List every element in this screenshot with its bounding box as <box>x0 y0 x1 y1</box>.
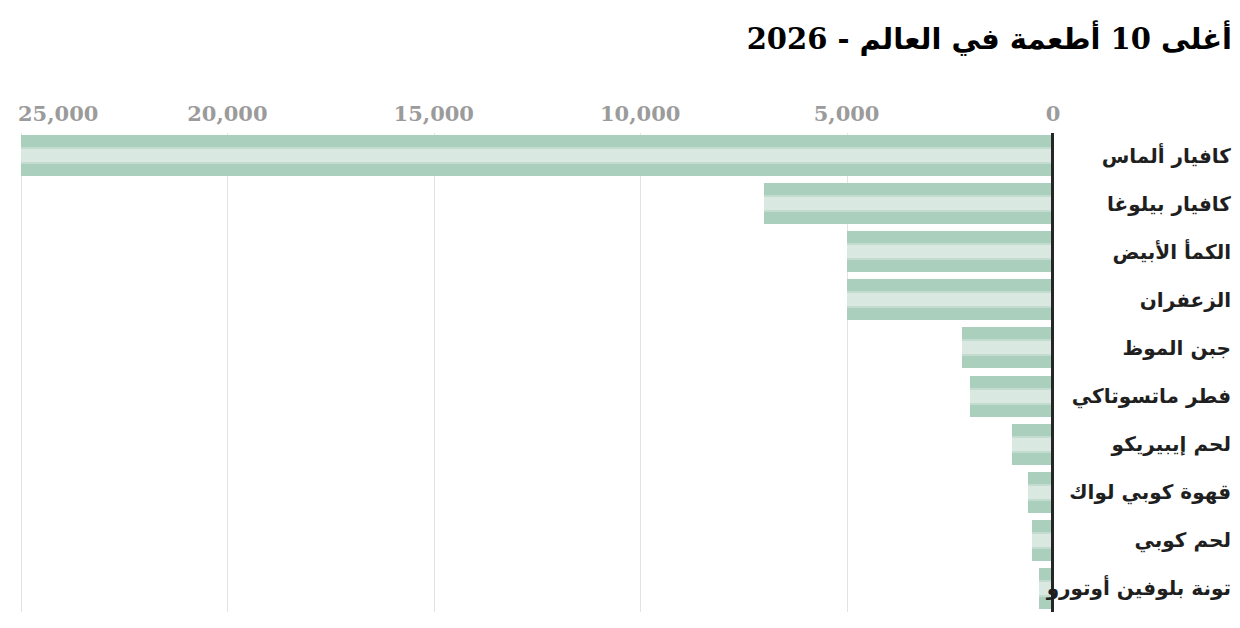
bar-7 <box>1012 424 1053 465</box>
category-label: لحم كوبي <box>1135 520 1231 561</box>
gridline <box>640 133 641 612</box>
bar-2 <box>764 183 1053 224</box>
x-tick-label: 5,000 <box>814 101 880 126</box>
gridline <box>434 133 435 612</box>
bar-5 <box>962 327 1053 368</box>
category-label: كافيار بيلوغا <box>1107 183 1231 224</box>
bar-9 <box>1032 520 1053 561</box>
category-label: الزعفران <box>1140 279 1231 320</box>
x-tick-label: 10,000 <box>600 101 680 126</box>
category-label: فطر ماتسوتاكي <box>1072 376 1231 417</box>
y-axis-line <box>1051 133 1054 612</box>
category-label: الكمأ الأبيض <box>1112 231 1231 272</box>
gridline <box>21 133 22 612</box>
x-tick-label: 20,000 <box>187 101 267 126</box>
bar-3 <box>847 231 1053 272</box>
bar-4 <box>847 279 1053 320</box>
category-label: جبن الموظ <box>1122 327 1231 368</box>
category-label: قهوة كوبي لواك <box>1069 472 1231 513</box>
category-label: تونة بلوفين أوتورو <box>1047 568 1231 609</box>
bar-1 <box>21 135 1053 176</box>
gridline <box>227 133 228 612</box>
x-tick-label: 15,000 <box>394 101 474 126</box>
x-tick-label: 0 <box>1046 101 1061 126</box>
bar-8 <box>1028 472 1053 513</box>
chart: أغلى 10 أطعمة في العالم - 2026 25,000 20,… <box>0 0 1240 628</box>
category-label: كافيار ألماس <box>1102 135 1231 176</box>
x-tick-label: 25,000 <box>18 101 98 126</box>
category-label: لحم إيبيريكو <box>1112 424 1231 465</box>
chart-title: أغلى 10 أطعمة في العالم - 2026 <box>747 22 1232 57</box>
bar-6 <box>970 376 1053 417</box>
